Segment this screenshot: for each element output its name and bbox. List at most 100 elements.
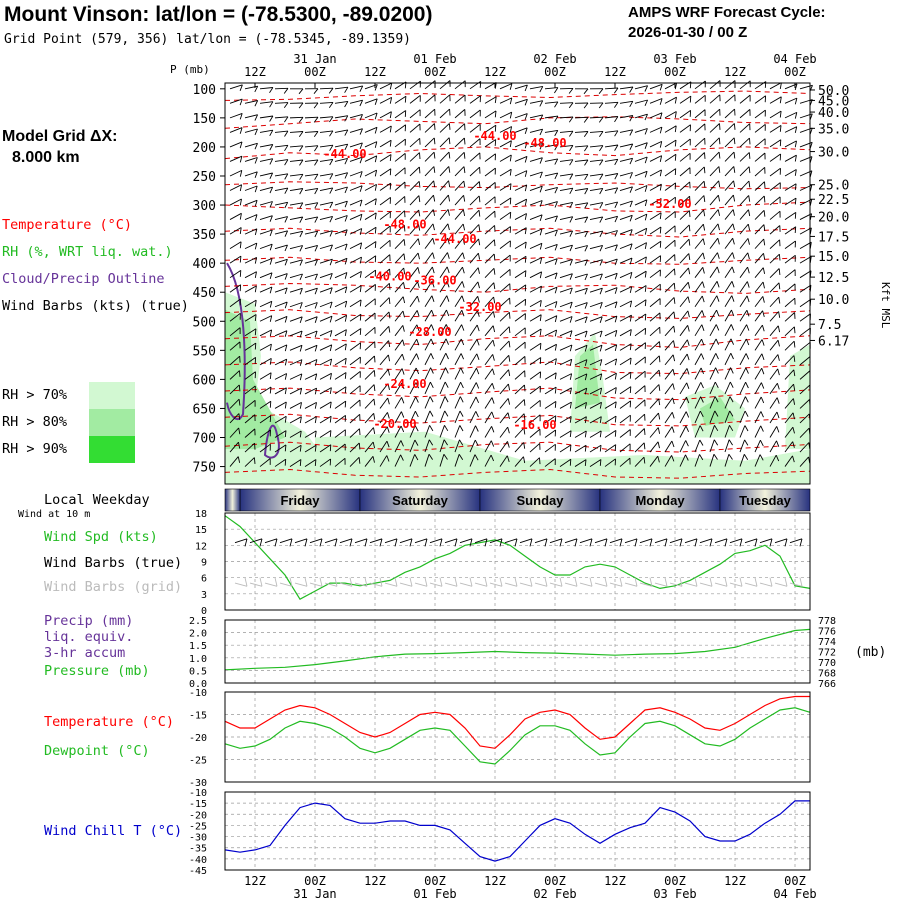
wind-barb (709, 338, 717, 351)
wind-barb-flag (747, 224, 751, 231)
wind-barb-flag (523, 442, 526, 449)
surface-wind-barb-grid-flag (289, 577, 293, 587)
wind-barb (784, 97, 798, 104)
surface-wind-barb-true-flag (679, 538, 683, 547)
wind-barb-flag (568, 116, 574, 123)
wind-barb (529, 328, 542, 337)
wind-barb-flag (554, 387, 557, 394)
wind-barb-flag (388, 340, 391, 347)
wind-barb-flag (713, 453, 718, 460)
wind-barb (319, 230, 333, 235)
wind-barb (274, 144, 288, 148)
wind-barb-flag (599, 316, 603, 323)
wind-barb-flag (329, 301, 333, 309)
wind-barb-flag (388, 311, 391, 319)
wind-barb (574, 402, 587, 409)
wind-barb-flag (568, 102, 574, 109)
wind-barb (784, 355, 795, 366)
wind-barb-flag (463, 152, 466, 159)
wind-barb-flag (475, 411, 479, 418)
wind-barb-flag (569, 344, 573, 352)
wind-barb-flag (700, 396, 704, 403)
wind-barb-flag (299, 330, 303, 338)
wind-barb (364, 456, 374, 467)
wind-barb (304, 430, 317, 438)
wind-barb-flag (809, 127, 813, 135)
wind-barb (739, 80, 751, 90)
wind-barb-flag (329, 387, 332, 394)
wind-barb-flag (314, 245, 319, 252)
wind-barb-flag (462, 223, 466, 231)
wind-chill-panel-ytick-label: -20 (189, 810, 207, 821)
wind-barb (409, 166, 420, 177)
wind-barb-flag (239, 170, 243, 177)
wind-barb-flag (584, 330, 588, 338)
wind-barb (304, 244, 318, 250)
wind-barb-flag (794, 198, 797, 205)
top-hour-label: 12Z (604, 65, 626, 79)
wind-barb (724, 123, 735, 133)
wind-barb-flag (778, 297, 781, 304)
wind-barb (664, 211, 676, 220)
wind-barb-flag (749, 138, 751, 145)
wind-barb (274, 258, 288, 264)
wind-barb (439, 80, 451, 90)
wind-barb (799, 313, 811, 322)
wind-barb-flag (554, 244, 558, 251)
wind-barb-flag (794, 140, 797, 148)
wind-barb (289, 188, 303, 191)
wind-barb (709, 281, 718, 293)
wind-barb (274, 415, 287, 424)
wind-barb (334, 172, 348, 177)
wind-barb (679, 167, 691, 177)
wind-barb (709, 194, 719, 206)
wind-barb-flag (314, 330, 318, 338)
surface-wind-barb-true (384, 538, 398, 544)
wind-barb-flag (599, 445, 602, 452)
wind-barb (589, 359, 602, 366)
top-hour-label: 12Z (244, 65, 266, 79)
wind-barb-flag (508, 312, 511, 319)
wind-barb-flag (569, 202, 574, 209)
wind-barb (709, 381, 716, 395)
wind-barb (724, 252, 733, 264)
surface-wind-barb-true-flag (364, 538, 368, 547)
wind-barb (544, 129, 558, 133)
wind-barb (319, 144, 333, 148)
wind-barb-flag (644, 171, 648, 178)
wind-barb (649, 441, 659, 453)
wind-barb (334, 243, 348, 250)
wind-barb (679, 425, 687, 438)
wind-barb (229, 84, 243, 90)
surface-wind-barb-grid (624, 582, 638, 587)
wind-barb (694, 338, 702, 351)
wind-barb (499, 441, 508, 453)
wind-barb (304, 116, 319, 119)
wind-barb (439, 309, 447, 322)
wind-barb-flag (476, 324, 480, 332)
wind-barb-flag (430, 367, 434, 374)
isotherm-label: -48.00 (523, 136, 566, 150)
surface-wind-barb-grid (564, 582, 578, 587)
wind-barb-flag (299, 174, 304, 180)
bottom-date-label: 04 Feb (773, 887, 816, 900)
wind-barb-flag (269, 315, 273, 322)
wind-barb-flag (775, 455, 780, 462)
wind-barb-flag (584, 216, 589, 223)
wind-barb (754, 95, 766, 104)
wind-barb-flag (448, 137, 451, 145)
wind-barb (499, 398, 509, 409)
wind-barb (574, 173, 588, 177)
wind-barb (499, 111, 512, 119)
wind-barb (304, 173, 318, 177)
wind-barb-flag (584, 345, 588, 352)
wind-barb-flag (702, 238, 706, 245)
wind-barb-flag (329, 444, 332, 452)
wind-barb (784, 140, 797, 148)
wind-barb-flag (539, 157, 543, 164)
wind-barb (529, 228, 543, 235)
wind-barb (334, 329, 347, 337)
isotherm-label: -44.00 (323, 147, 366, 161)
wind-barb (439, 237, 449, 249)
wind-barb-flag (254, 257, 258, 264)
